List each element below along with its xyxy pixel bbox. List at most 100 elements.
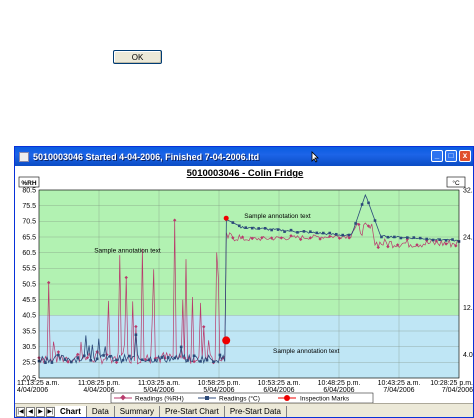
series-temp-point: [186, 359, 189, 362]
right-tick-label: 12.0: [463, 305, 474, 312]
series-rh-point: [114, 360, 119, 365]
left-tick-label: 55.5: [22, 266, 36, 273]
left-axis-label-box: [18, 176, 40, 188]
series-temp-point: [315, 231, 319, 235]
right-tick-label: 32.0: [463, 187, 474, 194]
series-temp-point: [76, 356, 80, 359]
tab-pre-start-chart[interactable]: Pre-Start Chart: [160, 406, 225, 417]
series-temp-point: [360, 203, 364, 206]
series-temp-point: [147, 358, 151, 362]
left-tick-label: 25.5: [22, 360, 36, 367]
series-temp-point: [141, 358, 144, 362]
series-rh-point: [250, 236, 254, 241]
right-axis-label-box: [446, 176, 466, 188]
series-temp-point: [341, 233, 344, 237]
series-temp-point: [128, 354, 131, 358]
series-rh-point: [298, 237, 303, 242]
series-temp-point: [354, 222, 357, 225]
series-rh-point: [454, 244, 458, 248]
left-tick-label: 30.5: [22, 344, 36, 351]
annotation-text-1: Sample annotation text: [94, 248, 161, 255]
tab-pre-start-data[interactable]: Pre-Start Data: [225, 406, 287, 417]
annotation-text-3: Sample annotation text: [273, 348, 340, 355]
right-tick-label: 24.0: [463, 234, 474, 241]
legend-item-inspection: Inspection Marks: [278, 395, 350, 403]
window-titlebar[interactable]: 5010003046 Started 4-04-2006, Finished 7…: [15, 147, 473, 166]
first-tab-button[interactable]: |◀: [16, 407, 25, 417]
annotation-text-2: Sample annotation text: [244, 213, 311, 220]
series-rh-point: [328, 234, 332, 239]
legend-box: [110, 392, 374, 403]
prev-tab-button[interactable]: ◀: [26, 407, 35, 417]
series-temp-point: [238, 224, 241, 228]
tab-chart[interactable]: Chart: [55, 406, 87, 417]
x-tick-date: 6/04/2006: [323, 387, 354, 394]
series-temp-point: [154, 358, 157, 362]
series-temp-point: [412, 236, 416, 239]
series-rh-point: [318, 237, 322, 241]
legend-label-inspection: Inspection Marks: [300, 396, 350, 403]
tab-data[interactable]: Data: [87, 406, 115, 417]
series-temp-point: [57, 353, 60, 357]
left-tick-label: 50.5: [22, 281, 36, 288]
series-rh-point: [240, 235, 245, 239]
series-temp-point: [283, 230, 286, 233]
series-temp-point: [257, 227, 260, 230]
next-tab-button[interactable]: ▶: [36, 407, 45, 417]
series-temp-point: [199, 360, 202, 363]
maximize-button[interactable]: □: [445, 150, 457, 162]
series-temp-point: [218, 353, 222, 357]
legend-label-temp: Readings (°C): [219, 395, 260, 403]
series-temp-point: [270, 228, 273, 232]
series-temp-point: [244, 226, 248, 229]
series-temp-point: [431, 238, 435, 242]
series-temp-point: [328, 231, 332, 235]
series-temp-point: [296, 231, 299, 234]
x-tick-label: 10:48:25 p.m.: [318, 380, 361, 387]
series-temp-point: [418, 236, 422, 240]
right-axis-label: °C: [452, 179, 460, 187]
series-temp-point: [166, 356, 170, 359]
series-temp-point: [82, 354, 86, 358]
series-rh-point: [366, 224, 371, 228]
series-temp-point: [212, 360, 215, 364]
x-tick-label: 11:08:25 p.m.: [78, 380, 120, 387]
series-temp-point: [406, 236, 409, 239]
series-temp-point: [231, 221, 235, 224]
x-tick-date: 4/04/2006: [83, 387, 114, 394]
legend-item-temp: Readings (°C): [198, 395, 260, 403]
x-tick-label: 11:03:25 a.m.: [138, 380, 180, 387]
ok-button[interactable]: OK: [113, 50, 162, 64]
chart-title: 5010003046 - Colin Fridge: [187, 168, 304, 179]
series-temp-point: [322, 231, 325, 235]
series-temp-point: [367, 201, 370, 205]
x-tick-label: 10:28:25 p.m.: [430, 380, 473, 387]
series-rh-point: [357, 222, 361, 227]
series-temp-point: [102, 354, 105, 357]
series-temp-point: [121, 358, 125, 362]
series-temp-point: [309, 230, 312, 233]
left-tick-label: 80.5: [22, 187, 36, 194]
plot-frame: [38, 189, 460, 379]
series-temp-point: [380, 235, 383, 239]
left-tick-label: 20.5: [22, 375, 36, 382]
series-temp-point: [302, 230, 306, 233]
minimize-button[interactable]: _: [431, 150, 443, 162]
series-temp-point: [173, 356, 176, 360]
mouse-cursor-icon: [311, 151, 319, 163]
x-tick-label: 10:53:25 a.m.: [258, 380, 301, 387]
legend-item-rh: Readings (%RH): [114, 394, 184, 403]
x-tick-date: 7/04/2006: [442, 387, 473, 394]
series-rh-point: [231, 236, 235, 240]
app-icon: [19, 151, 29, 162]
left-tick-label: 65.5: [22, 234, 36, 241]
close-button[interactable]: x: [459, 150, 471, 162]
series-rh-point: [46, 280, 51, 285]
x-tick-label: 10:43:25 a.m.: [378, 380, 421, 387]
tab-summary[interactable]: Summary: [115, 406, 161, 417]
series-temp-point: [444, 239, 448, 242]
series-temp-point: [115, 358, 118, 362]
chart-svg: 5010003046 - Colin Fridge %RH °C Sample …: [17, 168, 474, 403]
last-tab-button[interactable]: ▶|: [46, 407, 55, 417]
left-tick-label: 45.5: [22, 297, 36, 304]
